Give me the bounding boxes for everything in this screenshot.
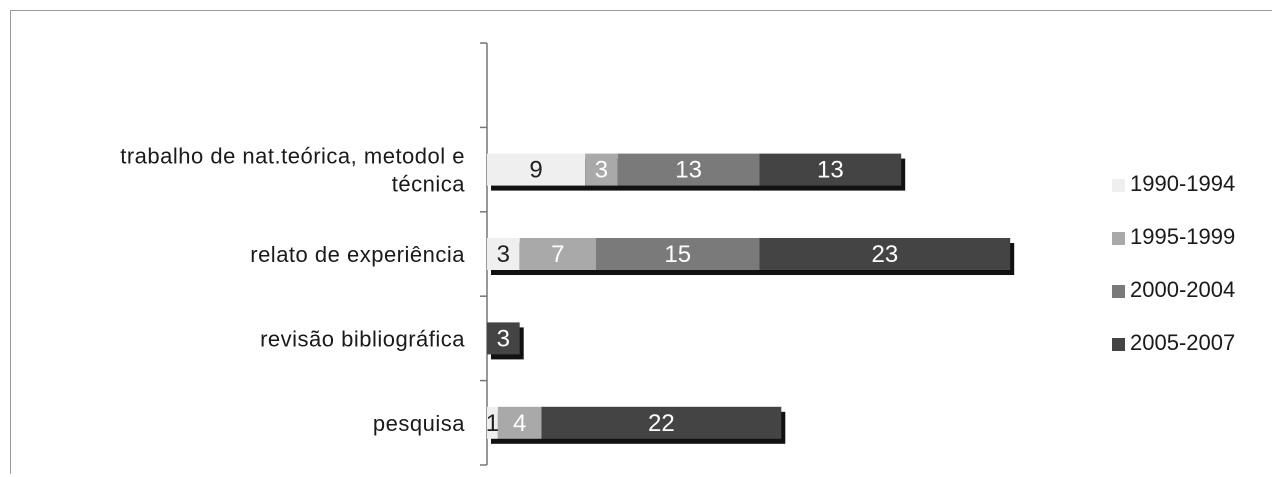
bar-segment	[585, 153, 618, 186]
bar-segment	[487, 406, 498, 439]
legend: 1990-1994 1995-1999 2000-2004 2005-2007	[1112, 171, 1235, 355]
category-labels: trabalho de nat.teórica, metodol e técnic…	[120, 144, 465, 436]
data-label: 13	[675, 157, 702, 184]
data-label: 22	[648, 410, 675, 437]
bar-segment	[541, 406, 782, 439]
bar-segment	[759, 238, 1011, 270]
data-label: 23	[871, 241, 898, 268]
legend-label: 1990-1994	[1130, 171, 1235, 196]
bar-segment	[617, 153, 760, 186]
category-label: trabalho de nat.teórica, metodol e	[120, 144, 465, 169]
legend-label: 2005-2007	[1130, 330, 1235, 355]
bars: 9 3 13 13 3 7 15 23 3 1 4 22	[486, 153, 1015, 444]
category-axis	[480, 42, 488, 466]
bar-segment	[519, 238, 596, 270]
category-label: técnica	[392, 172, 465, 197]
category-label: relato de experiência	[250, 242, 465, 267]
data-label: 3	[595, 157, 608, 184]
bar-segment	[596, 238, 760, 270]
data-label: 9	[529, 157, 542, 184]
bar-segment	[759, 153, 902, 186]
category-label: revisão bibliográfica	[260, 326, 465, 351]
data-label: 1	[486, 410, 499, 437]
legend-swatch	[1112, 179, 1125, 192]
legend-swatch	[1112, 232, 1125, 245]
data-label: 15	[664, 241, 691, 268]
bar-segment	[487, 238, 520, 270]
legend-swatch	[1112, 285, 1125, 298]
legend-swatch	[1112, 338, 1125, 351]
data-label: 7	[551, 241, 564, 268]
legend-label: 2000-2004	[1130, 277, 1235, 302]
data-label: 4	[513, 410, 526, 437]
category-label: pesquisa	[373, 411, 465, 436]
data-label: 3	[497, 241, 510, 268]
data-label: 13	[817, 157, 844, 184]
bar-segment	[487, 322, 520, 355]
data-label: 3	[497, 325, 510, 352]
bar-segment	[497, 406, 542, 439]
bar-segment	[487, 153, 586, 186]
legend-label: 1995-1999	[1130, 224, 1235, 249]
